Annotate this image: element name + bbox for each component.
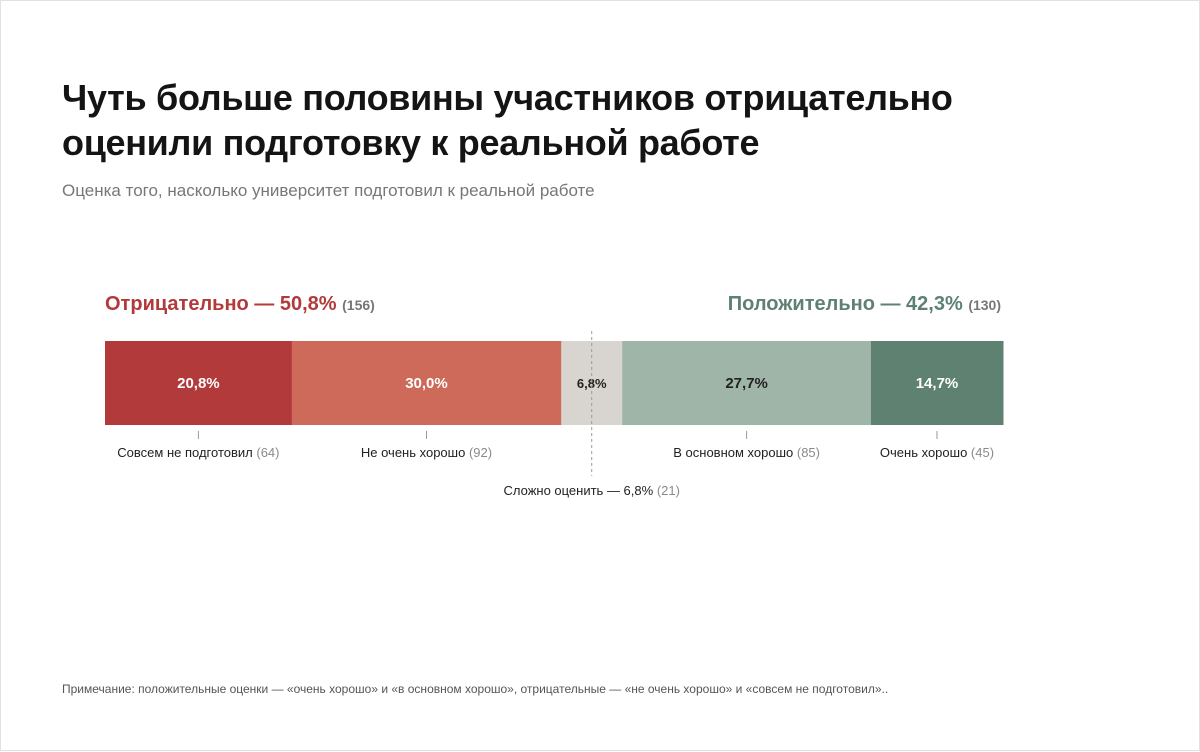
positive-group-count: (130) <box>968 297 1001 313</box>
category-count: (85) <box>797 445 820 460</box>
chart-title: Чуть больше половины участников отрицате… <box>62 77 953 163</box>
category-label: В основном хорошо (85) <box>673 445 820 460</box>
negative-group-text: Отрицательно — 50,8% <box>105 293 337 315</box>
positive-group-label: Положительно — 42,3% (130) <box>728 293 1001 316</box>
chart-subtitle: Оценка того, насколько университет подго… <box>62 181 595 200</box>
positive-group-text: Положительно — 42,3% <box>727 293 963 315</box>
bar-segment <box>105 341 293 425</box>
bar-segment <box>870 341 1004 425</box>
negative-group-count: (156) <box>342 297 375 313</box>
bar-segment <box>622 341 872 425</box>
category-label: Сложно оценить — 6,8% (21) <box>503 483 679 498</box>
segment-value-label: 27,7% <box>725 375 768 392</box>
category-label: Не очень хорошо (92) <box>361 445 492 460</box>
bar-segment <box>291 341 562 425</box>
category-count: (92) <box>469 445 492 460</box>
category-count: (64) <box>256 445 279 460</box>
category-label: Совсем не подготовил (64) <box>117 445 279 460</box>
category-label: Очень хорошо (45) <box>880 445 994 460</box>
negative-group-label: Отрицательно — 50,8% (156) <box>105 293 375 316</box>
segment-value-label: 14,7% <box>916 375 959 392</box>
category-count: (21) <box>657 483 680 498</box>
segment-value-label: 6,8% <box>577 376 607 391</box>
segment-value-label: 30,0% <box>405 375 448 392</box>
category-count: (45) <box>971 445 994 460</box>
segment-value-label: 20,8% <box>177 375 220 392</box>
footnote: Примечание: положительные оценки — «очен… <box>62 682 889 696</box>
